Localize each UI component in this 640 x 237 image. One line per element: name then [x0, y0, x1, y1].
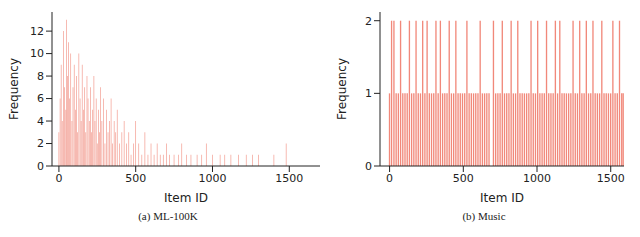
svg-text:8: 8: [37, 70, 44, 83]
svg-text:Frequency: Frequency: [336, 58, 349, 120]
svg-text:12: 12: [30, 25, 44, 38]
html-text:(b) Music: (b) Music: [462, 210, 506, 222]
svg-text:1500: 1500: [275, 172, 303, 185]
svg-text:Frequency: Frequency: [8, 58, 21, 120]
svg-text:0: 0: [386, 172, 393, 185]
svg-text:0: 0: [365, 160, 372, 173]
svg-text:0: 0: [37, 160, 44, 173]
svg-text:4: 4: [37, 115, 44, 128]
svg-text:6: 6: [37, 92, 44, 105]
svg-text:1: 1: [365, 87, 372, 100]
svg-text:10: 10: [30, 47, 44, 60]
svg-text:1000: 1000: [523, 172, 551, 185]
html-text:(a) ML-100K: (a) ML-100K: [138, 210, 198, 222]
svg-text:1000: 1000: [198, 172, 226, 185]
svg-text:500: 500: [125, 172, 146, 185]
svg-text:1500: 1500: [597, 172, 625, 185]
svg-text:2: 2: [365, 15, 372, 28]
svg-text:0: 0: [55, 172, 62, 185]
svg-text:500: 500: [453, 172, 474, 185]
svg-text:Item ID: Item ID: [480, 191, 524, 204]
svg-text:2: 2: [37, 137, 44, 150]
svg-text:Item ID: Item ID: [164, 191, 208, 204]
